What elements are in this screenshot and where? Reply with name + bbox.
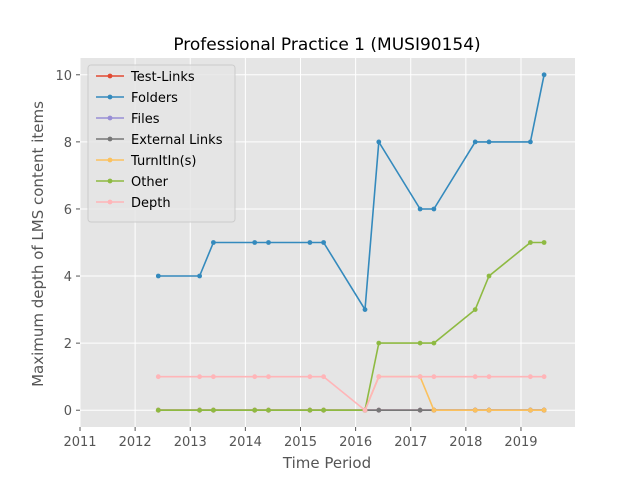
legend-marker-other [107, 178, 113, 184]
y-tick-label: 8 [64, 136, 72, 151]
data-point-other [155, 407, 161, 413]
data-point-folders [541, 72, 547, 78]
data-point-folders [417, 206, 423, 212]
data-point-depth [362, 407, 368, 413]
legend-marker-folders [107, 94, 113, 100]
data-point-folders [252, 240, 258, 245]
x-tick-label: 2016 [339, 435, 372, 450]
data-point-other [266, 407, 271, 413]
data-point-depth [307, 374, 313, 380]
data-point-other [211, 407, 216, 413]
x-axis-title: Time Period [282, 454, 371, 472]
data-point-other [197, 407, 203, 413]
data-point-external-links [376, 407, 382, 413]
data-point-folders [431, 206, 437, 212]
series-depth [155, 374, 547, 413]
data-point-other [431, 340, 437, 346]
chart-title: Professional Practice 1 (MUSI90154) [173, 35, 480, 55]
data-point-depth [472, 374, 478, 380]
legend-label-other: Other [131, 175, 169, 190]
data-point-folders [362, 307, 368, 312]
data-point-folders [307, 240, 313, 245]
legend-marker-depth [107, 199, 113, 205]
data-point-turnitin-s [528, 407, 533, 413]
data-point-depth [266, 374, 271, 380]
x-tick-label: 2015 [284, 435, 317, 450]
data-point-other [472, 307, 478, 312]
data-point-folders [528, 139, 533, 145]
x-tick-label: 2013 [174, 435, 207, 450]
data-point-external-links [417, 407, 423, 413]
data-point-depth [486, 374, 492, 380]
data-point-turnitin-s [486, 407, 492, 413]
y-tick-label: 4 [64, 270, 72, 285]
y-tick-label: 6 [64, 203, 72, 218]
data-point-folders [155, 273, 161, 279]
y-axis-title: Maximum depth of LMS content items [29, 101, 47, 387]
data-point-depth [211, 374, 216, 380]
data-point-depth [197, 374, 203, 380]
data-point-depth [155, 374, 161, 380]
data-point-folders [321, 240, 326, 245]
x-tick-label: 2014 [229, 435, 262, 450]
data-point-depth [528, 374, 533, 380]
y-tick-label: 2 [64, 337, 72, 352]
x-tick-label: 2018 [449, 435, 482, 450]
legend-label-files: Files [131, 112, 160, 127]
legend-label-turnitin-s: TurnItIn(s) [130, 154, 196, 169]
legend-label-folders: Folders [131, 91, 178, 106]
data-point-depth [431, 374, 437, 380]
data-point-other [307, 407, 313, 413]
x-tick-label: 2011 [63, 435, 96, 450]
legend-label-external-links: External Links [131, 133, 223, 148]
data-point-turnitin-s [431, 407, 437, 413]
data-point-turnitin-s [472, 407, 478, 413]
y-axis-ticks: 0 2 4 6 8 10 [55, 69, 80, 419]
data-point-folders [376, 139, 382, 145]
data-point-depth [376, 374, 382, 380]
legend-marker-turnitin-s [107, 157, 113, 163]
data-point-depth [541, 374, 547, 380]
data-point-folders [486, 139, 492, 145]
data-point-depth [252, 374, 258, 380]
x-tick-label: 2019 [504, 435, 537, 450]
legend-marker-files [107, 115, 113, 121]
data-point-other [417, 340, 423, 346]
legend: Test-Links Folders Files External Links Turn… [87, 64, 236, 223]
data-point-folders [197, 273, 203, 279]
x-axis-ticks: 2011 2012 2013 2014 2015 2016 2017 2018 2019 [63, 427, 538, 450]
data-point-folders [472, 139, 478, 145]
legend-marker-external-links [107, 136, 113, 142]
legend-label-depth: Depth [131, 196, 171, 211]
x-tick-label: 2017 [394, 435, 427, 450]
data-point-depth [417, 374, 423, 380]
data-point-other [486, 273, 492, 279]
y-tick-label: 0 [64, 404, 72, 419]
data-point-other [321, 407, 326, 413]
data-point-other [376, 340, 382, 346]
legend-box [87, 64, 236, 223]
series-lines [155, 72, 547, 413]
series-folders [155, 72, 547, 312]
data-point-depth [321, 374, 326, 380]
data-point-turnitin-s [541, 407, 547, 413]
data-point-folders [211, 240, 216, 245]
x-tick-label: 2012 [119, 435, 152, 450]
legend-marker-test-links [107, 73, 113, 79]
y-tick-label: 10 [55, 69, 72, 84]
data-point-other [252, 407, 258, 413]
data-point-other [541, 240, 547, 245]
legend-label-test-links: Test-Links [130, 70, 195, 85]
data-point-folders [266, 240, 271, 245]
data-point-other [528, 240, 533, 245]
